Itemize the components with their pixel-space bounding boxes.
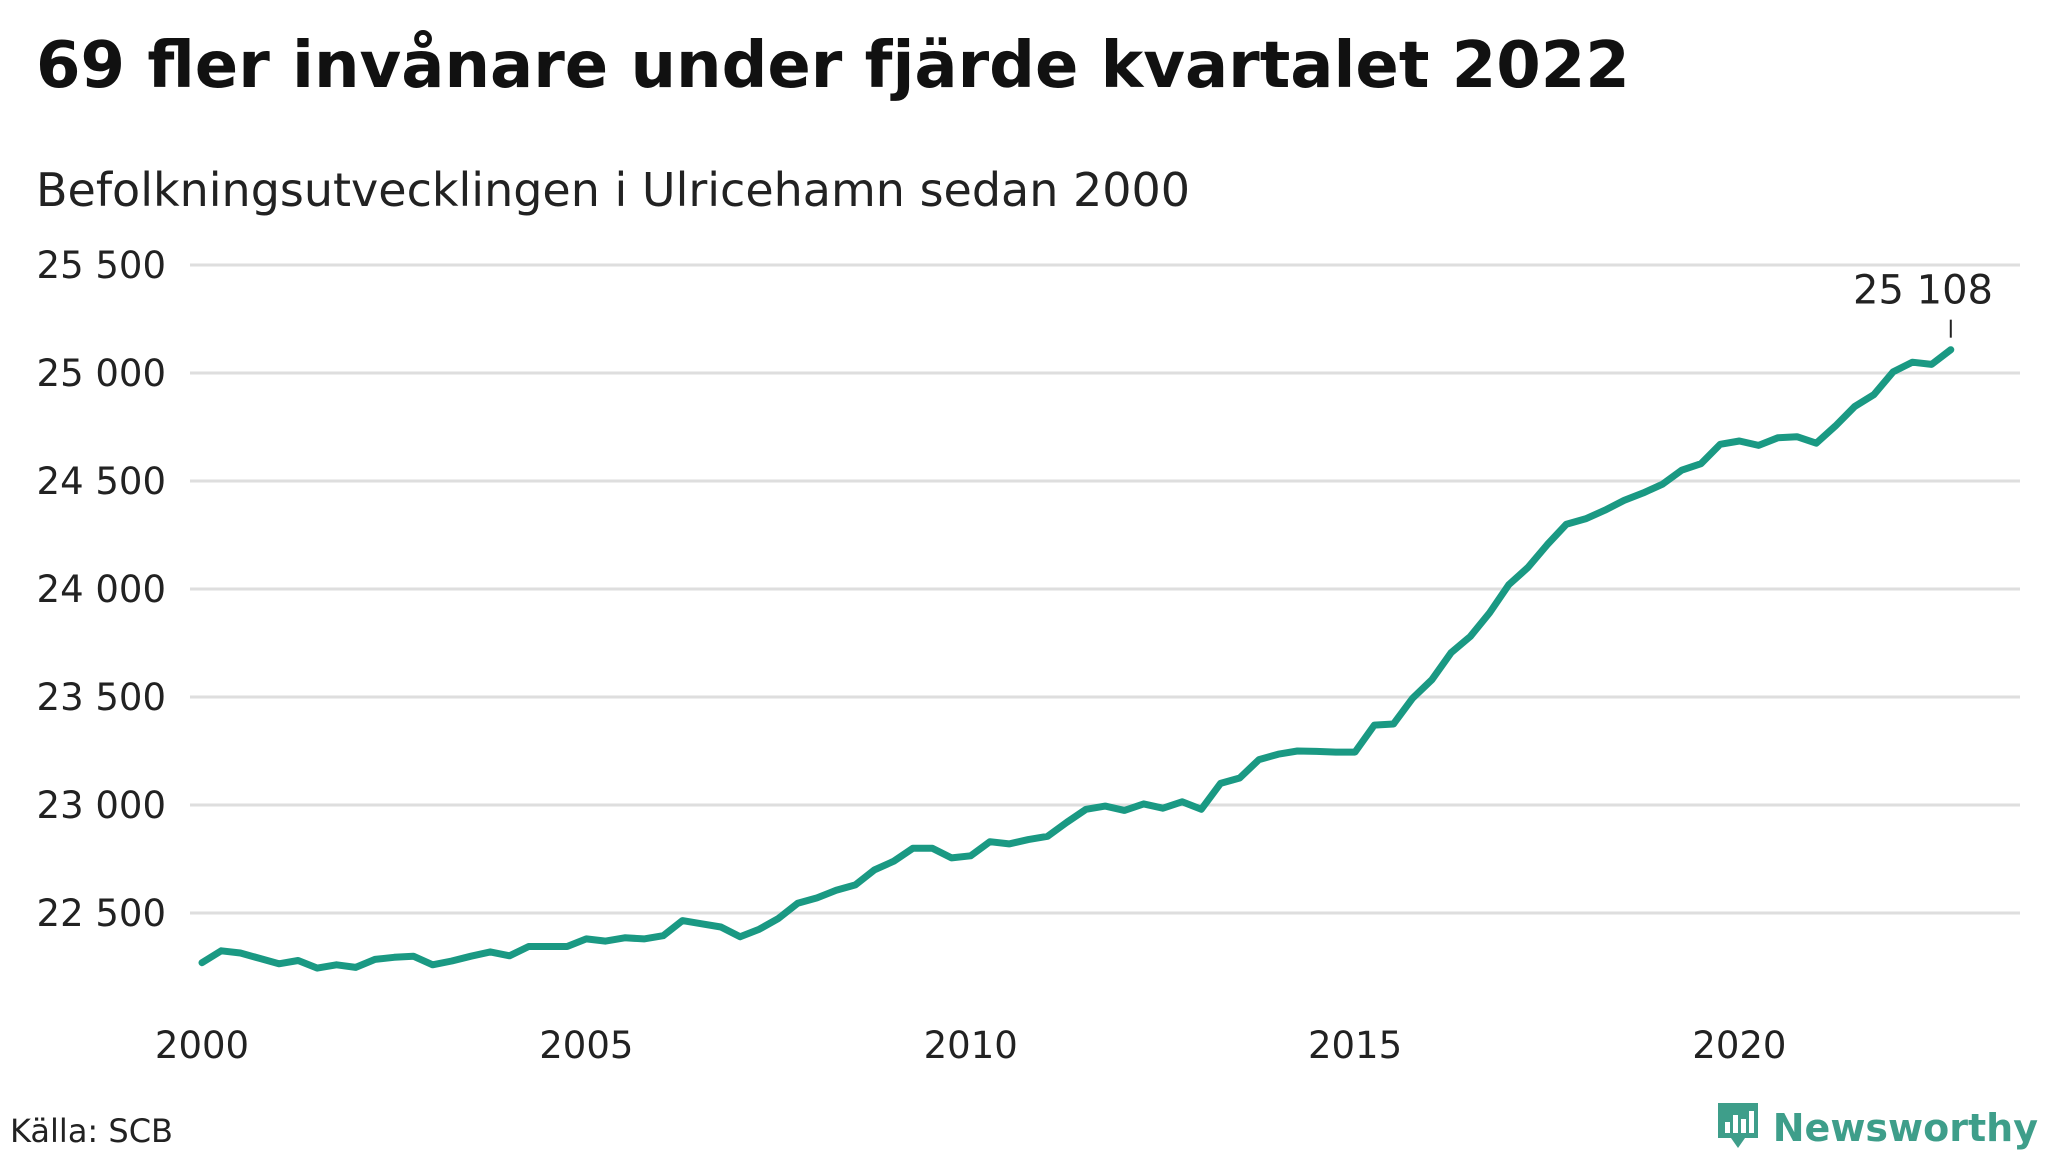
x-tick-label: 2000 bbox=[155, 1024, 249, 1067]
newsworthy-logo[interactable]: Newsworthy bbox=[1715, 1100, 2038, 1156]
brand-name: Newsworthy bbox=[1772, 1106, 2038, 1150]
gridlines bbox=[190, 263, 2020, 915]
chart-subtitle: Befolkningsutvecklingen i Ulricehamn sed… bbox=[36, 163, 1191, 217]
population-series-line bbox=[198, 346, 1955, 972]
chart-title: 69 fler invånare under fjärde kvartalet … bbox=[36, 29, 1630, 103]
y-tick-label: 23 500 bbox=[37, 676, 166, 719]
y-tick-label: 24 000 bbox=[37, 568, 166, 611]
x-tick-label: 2010 bbox=[924, 1024, 1018, 1067]
y-tick-label: 23 000 bbox=[37, 784, 166, 827]
y-tick-label: 25 000 bbox=[37, 352, 166, 395]
bar-chart-logo-icon bbox=[1715, 1100, 1761, 1156]
line-chart: 22 500 23 000 23 500 24 000 24 500 25 000 25 5… bbox=[37, 244, 2020, 1067]
source-note: Källa: SCB bbox=[10, 1112, 173, 1150]
y-tick-label: 22 500 bbox=[37, 892, 166, 935]
end-annotation: 25 108 bbox=[1853, 268, 1993, 338]
x-tick-label: 2020 bbox=[1692, 1024, 1786, 1067]
y-axis-ticks: 22 500 23 000 23 500 24 000 24 500 25 000 25 5… bbox=[37, 244, 166, 935]
y-tick-label: 25 500 bbox=[37, 244, 166, 287]
series-layer bbox=[198, 346, 1955, 972]
x-axis-ticks: 2000 2005 2010 2015 2020 bbox=[155, 1024, 1787, 1067]
x-tick-label: 2015 bbox=[1308, 1024, 1402, 1067]
x-tick-label: 2005 bbox=[539, 1024, 633, 1067]
end-value-label: 25 108 bbox=[1853, 268, 1993, 314]
y-tick-label: 24 500 bbox=[37, 460, 166, 503]
